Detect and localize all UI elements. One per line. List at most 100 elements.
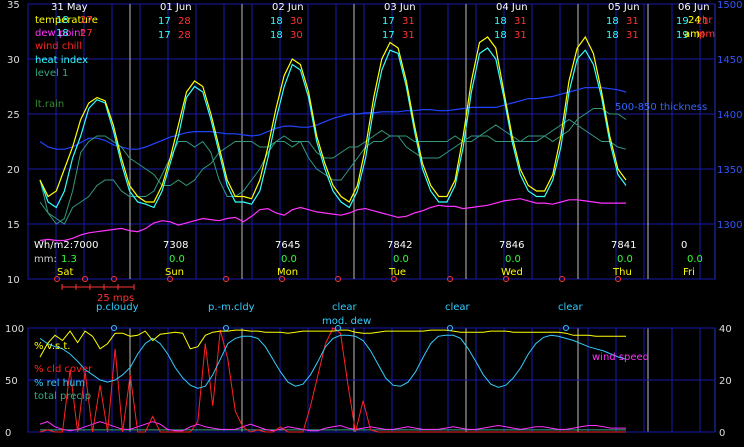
day-high-2: 28 bbox=[178, 30, 191, 41]
legend-temperature: temperature bbox=[35, 15, 98, 26]
day-weekday: Fri bbox=[683, 267, 695, 278]
condition-marker bbox=[563, 325, 569, 331]
day-low: 18 bbox=[270, 16, 283, 27]
line-thickness bbox=[39, 87, 627, 150]
lower-y2-tick: 0 bbox=[719, 428, 725, 439]
upper-frame bbox=[27, 3, 716, 280]
label-am: am bbox=[684, 29, 700, 40]
wind-barb-marker bbox=[111, 276, 117, 282]
line-temperature bbox=[39, 35, 627, 203]
day-high: 28 bbox=[178, 16, 191, 27]
day-high: 31 bbox=[626, 16, 639, 27]
day-weekday: Sat bbox=[57, 267, 73, 278]
condition-marker bbox=[447, 325, 453, 331]
day-low-2: 19 bbox=[676, 30, 689, 41]
day-rain: 0.0 bbox=[617, 254, 633, 265]
wind-scale-label: 25 mps bbox=[97, 293, 134, 304]
line-wind-chill bbox=[39, 198, 626, 242]
day-high-2: 31 bbox=[402, 30, 415, 41]
day-low-2: 18 bbox=[606, 30, 619, 41]
line-cloud-cover bbox=[39, 327, 626, 433]
upper-grid bbox=[27, 3, 716, 280]
day-solar: 7846 bbox=[499, 240, 524, 251]
day-solar: 7308 bbox=[163, 240, 188, 251]
label-thickness: 500-850 thickness bbox=[615, 102, 707, 113]
lower-y-tick: 100 bbox=[5, 324, 24, 335]
day-high: 31 bbox=[514, 16, 527, 27]
day-solar: 7645 bbox=[275, 240, 300, 251]
wind-barb-marker bbox=[559, 276, 565, 282]
day-date-label: 02 Jun bbox=[272, 2, 304, 13]
day-low-2: 17 bbox=[382, 30, 395, 41]
day-high-2: 31 bbox=[626, 30, 639, 41]
legend-wind-speed: wind speed bbox=[592, 352, 649, 363]
wind-barb-marker bbox=[279, 276, 285, 282]
legend-heat-index: heat index bbox=[35, 55, 88, 66]
line-heat-index bbox=[39, 118, 627, 225]
wind-barb-marker bbox=[335, 276, 341, 282]
wind-barb-marker bbox=[167, 276, 173, 282]
day-rain: 0.0 bbox=[393, 254, 409, 265]
day-solar: Wh/m2:7000 bbox=[34, 240, 99, 251]
condition-mod-dew: mod. dew bbox=[322, 316, 371, 327]
day-date-label: 05 Jun bbox=[608, 2, 640, 13]
legend-vst: % v.s.t. bbox=[34, 341, 71, 352]
wind-barb-marker bbox=[503, 276, 509, 282]
day-rain: 0.0 bbox=[281, 254, 297, 265]
day-weekday: Mon bbox=[277, 267, 298, 278]
day-weekday: Sun bbox=[165, 267, 184, 278]
upper-y2-tick: 1350 bbox=[717, 165, 742, 176]
upper-y-tick: 35 bbox=[7, 0, 20, 11]
upper-y2-tick: 1400 bbox=[717, 110, 742, 121]
wind-barb-marker bbox=[391, 276, 397, 282]
condition-2: clear bbox=[332, 302, 358, 313]
first-day-high-2: 27 bbox=[80, 28, 93, 39]
labels: 35 30 25 20 15 10 1500 1450 1400 1350 1300 100 50 0 40… bbox=[5, 0, 742, 439]
legend-lt-rain: lt.rain bbox=[35, 99, 64, 110]
wind-barb-marker bbox=[447, 276, 453, 282]
day-high: 30 bbox=[290, 16, 303, 27]
first-day-high: 27 bbox=[80, 15, 93, 26]
day-solar: 0 bbox=[681, 240, 687, 251]
day-weekday: Wed bbox=[501, 267, 523, 278]
day-date-label: 03 Jun bbox=[384, 2, 416, 13]
legend-wind-chill: wind chill bbox=[35, 41, 82, 52]
upper-y-tick: 10 bbox=[7, 275, 20, 286]
condition-3: clear bbox=[445, 302, 471, 313]
day-date-label: 06 Jun bbox=[678, 2, 710, 13]
upper-y-tick: 15 bbox=[7, 220, 20, 231]
lower-y-tick: 50 bbox=[5, 376, 18, 387]
legend-level-1: level 1 bbox=[35, 68, 68, 79]
upper-y2-tick: 1450 bbox=[717, 55, 742, 66]
line-vst bbox=[39, 329, 626, 358]
day-high: 31 bbox=[402, 16, 415, 27]
day-low-2: 18 bbox=[494, 30, 507, 41]
day-high: 21 bbox=[696, 16, 709, 27]
upper-y2-tick: 1300 bbox=[717, 220, 742, 231]
wind-barb-marker bbox=[54, 276, 60, 282]
first-day-low: 18 bbox=[56, 15, 69, 26]
label-pm: pm bbox=[699, 29, 715, 40]
upper-y-tick: 25 bbox=[7, 110, 20, 121]
day-rain: 0.0 bbox=[687, 254, 703, 265]
day-low: 17 bbox=[158, 16, 171, 27]
day-high-2: M bbox=[696, 30, 705, 41]
lower-y2-tick: 40 bbox=[719, 324, 732, 335]
day-solar: 7842 bbox=[387, 240, 412, 251]
legend-total-precip: total precip bbox=[34, 391, 91, 402]
day-low-2: 17 bbox=[158, 30, 171, 41]
wind-barb-marker bbox=[223, 276, 229, 282]
legend-cld-cover: % cld cover bbox=[34, 364, 93, 375]
line-rel-hum bbox=[39, 334, 627, 389]
day-rain: 0.0 bbox=[505, 254, 521, 265]
line-wind-speed bbox=[39, 421, 626, 432]
day-date-label: 31 May bbox=[51, 2, 88, 13]
condition-marker bbox=[223, 325, 229, 331]
legend-rel-hum: % rel hum bbox=[34, 378, 85, 389]
condition-4: clear bbox=[558, 302, 584, 313]
day-date-label: 04 Jun bbox=[496, 2, 528, 13]
day-low: 18 bbox=[494, 16, 507, 27]
day-low: 18 bbox=[606, 16, 619, 27]
